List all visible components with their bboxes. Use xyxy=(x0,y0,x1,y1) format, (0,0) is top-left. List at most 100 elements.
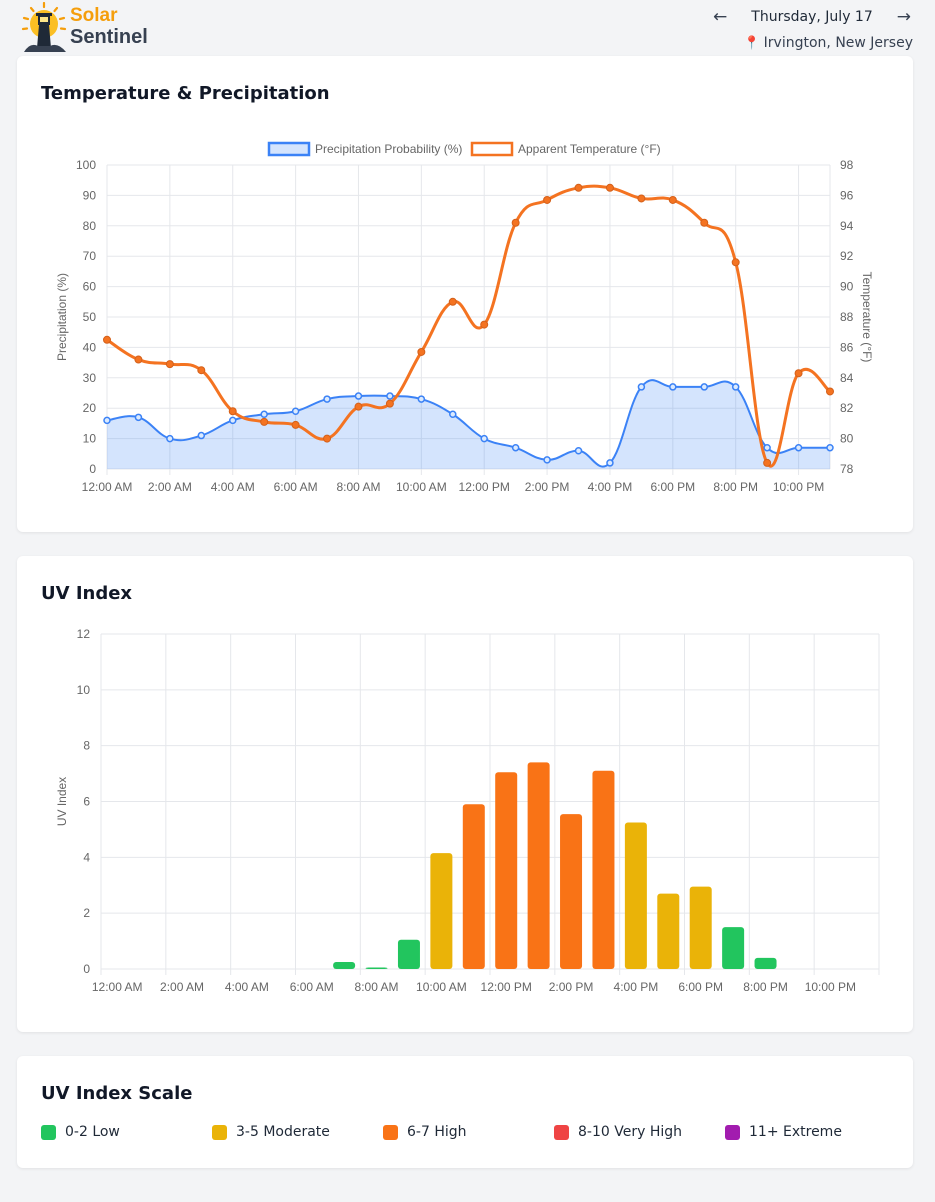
temperature-point xyxy=(354,402,363,411)
precipitation-point xyxy=(606,459,614,467)
temperature-point xyxy=(763,458,772,467)
x-tick-label: 12:00 PM xyxy=(459,480,510,494)
uv-scale-label: 3-5 Moderate xyxy=(236,1124,330,1140)
y-tick-label-right: 98 xyxy=(840,158,854,172)
y-tick-label-right: 78 xyxy=(840,462,854,476)
uv-scale-item: 3-5 Moderate xyxy=(212,1124,383,1140)
previous-day-button[interactable]: ← xyxy=(713,7,728,27)
y-tick-label-left: 40 xyxy=(83,340,97,354)
temperature-point xyxy=(731,258,740,267)
x-tick-label: 2:00 PM xyxy=(549,980,594,994)
x-tick-label: 12:00 AM xyxy=(92,980,143,994)
uv-bar xyxy=(495,772,518,969)
uv-bar xyxy=(333,962,356,969)
sun-lighthouse-icon xyxy=(21,2,67,52)
precipitation-point xyxy=(731,383,740,391)
uv-scale-item: 8-10 Very High xyxy=(554,1124,725,1140)
y-tick-label: 8 xyxy=(83,739,90,753)
precipitation-point xyxy=(449,410,457,419)
precipitation-point xyxy=(826,443,834,452)
uv-bar xyxy=(592,770,615,969)
temperature-point xyxy=(165,360,174,369)
uv-moderate-swatch xyxy=(212,1124,227,1140)
legend-label-precipitation: Precipitation Probability (%) xyxy=(315,142,462,156)
location-pin-icon: 📍 xyxy=(743,36,760,51)
precipitation-point xyxy=(103,416,111,425)
temperature-point xyxy=(291,420,300,429)
x-tick-label: 8:00 PM xyxy=(743,980,788,994)
temperature-point xyxy=(574,183,583,192)
x-tick-label: 4:00 AM xyxy=(211,480,255,494)
header: Solar Sentinel ← Thursday, July 17 → 📍 Ir… xyxy=(0,0,935,56)
location-name: Irvington, New Jersey xyxy=(763,35,913,51)
legend-label-temperature: Apparent Temperature (°F) xyxy=(518,142,661,156)
date-navigation: ← Thursday, July 17 → xyxy=(711,6,913,28)
y-tick-label-right: 90 xyxy=(840,280,854,294)
temperature-point xyxy=(668,195,677,204)
temperature-point xyxy=(794,369,803,378)
x-tick-label: 6:00 PM xyxy=(678,980,723,994)
temperature-point xyxy=(826,387,834,396)
precipitation-point xyxy=(417,395,426,403)
x-tick-label: 6:00 AM xyxy=(274,480,318,494)
uv-scale-title: UV Index Scale xyxy=(41,1083,193,1104)
x-tick-label: 10:00 AM xyxy=(396,480,447,494)
temperature-point xyxy=(511,218,520,227)
temperature-point xyxy=(605,183,614,192)
uv-bar xyxy=(527,762,550,969)
y-tick-label-left: 60 xyxy=(83,280,97,294)
x-tick-label: 12:00 AM xyxy=(82,480,133,494)
uv-scale-label: 0-2 Low xyxy=(65,1124,120,1140)
y-tick-label-left: 10 xyxy=(83,432,97,446)
uv-bar xyxy=(430,853,453,969)
y-tick-label: 4 xyxy=(83,850,90,864)
y-tick-label-right: 94 xyxy=(840,219,854,233)
solar-sentinel-logo[interactable]: Solar Sentinel xyxy=(20,2,160,54)
y-tick-label-left: 50 xyxy=(83,310,97,324)
precipitation-point xyxy=(637,383,646,391)
y-tick-label: 12 xyxy=(77,627,91,641)
current-date: Thursday, July 17 xyxy=(751,9,873,25)
uv-index-chart[interactable]: 0 2 4 6 8 10 12 12:00 AM 2:00 AM 4:00 AM 6:00 AM 8:… xyxy=(17,556,913,1032)
y-tick-label-left: 100 xyxy=(76,158,96,172)
uv-scale-legend: 0-2 Low 3-5 Moderate 6-7 High 8-10 Very … xyxy=(41,1124,896,1140)
uv-scale-item: 11+ Extreme xyxy=(725,1124,896,1140)
uv-bar xyxy=(722,927,745,969)
x-tick-label: 4:00 PM xyxy=(588,480,633,494)
y-tick-label-left: 90 xyxy=(83,188,97,202)
temperature-precipitation-chart[interactable]: 0 10 20 30 40 50 60 70 80 90 100 78 80 82 84 86 88 90 92 94… xyxy=(17,56,913,532)
y-tick-label: 10 xyxy=(77,683,91,697)
uv-bar xyxy=(560,814,583,969)
y-axis-title-left: Precipitation (%) xyxy=(55,273,69,361)
uv-scale-label: 11+ Extreme xyxy=(749,1124,842,1140)
temperature-point xyxy=(543,195,552,204)
y-tick-label: 2 xyxy=(83,906,90,920)
precipitation-point xyxy=(291,407,300,415)
temperature-point xyxy=(700,218,709,227)
next-day-button[interactable]: → xyxy=(896,7,911,27)
x-tick-label: 8:00 AM xyxy=(336,480,380,494)
temperature-point xyxy=(103,335,111,344)
x-tick-label: 2:00 AM xyxy=(148,480,192,494)
x-tick-label: 10:00 PM xyxy=(805,980,856,994)
precipitation-point xyxy=(323,395,331,403)
uv-bar xyxy=(397,939,420,969)
x-tick-label: 2:00 AM xyxy=(160,980,204,994)
legend-swatch-precipitation xyxy=(267,141,311,157)
legend-swatch-temperature xyxy=(470,141,514,157)
uv-card-title: UV Index xyxy=(41,583,133,604)
brand-name-line2: Sentinel xyxy=(70,26,148,48)
y-tick-label-left: 0 xyxy=(89,462,96,476)
y-tick-label-left: 30 xyxy=(83,371,97,385)
precipitation-point xyxy=(669,383,677,391)
y-tick-label-right: 84 xyxy=(840,371,854,385)
temperature-card-title: Temperature & Precipitation xyxy=(41,83,330,104)
precipitation-point xyxy=(166,434,174,443)
x-tick-label: 12:00 PM xyxy=(481,980,532,994)
precipitation-area xyxy=(107,380,830,469)
uv-bar xyxy=(462,804,485,969)
temperature-point xyxy=(637,194,646,203)
y-tick-label-right: 88 xyxy=(840,310,854,324)
precipitation-point xyxy=(197,431,206,440)
temperature-point xyxy=(228,407,237,416)
